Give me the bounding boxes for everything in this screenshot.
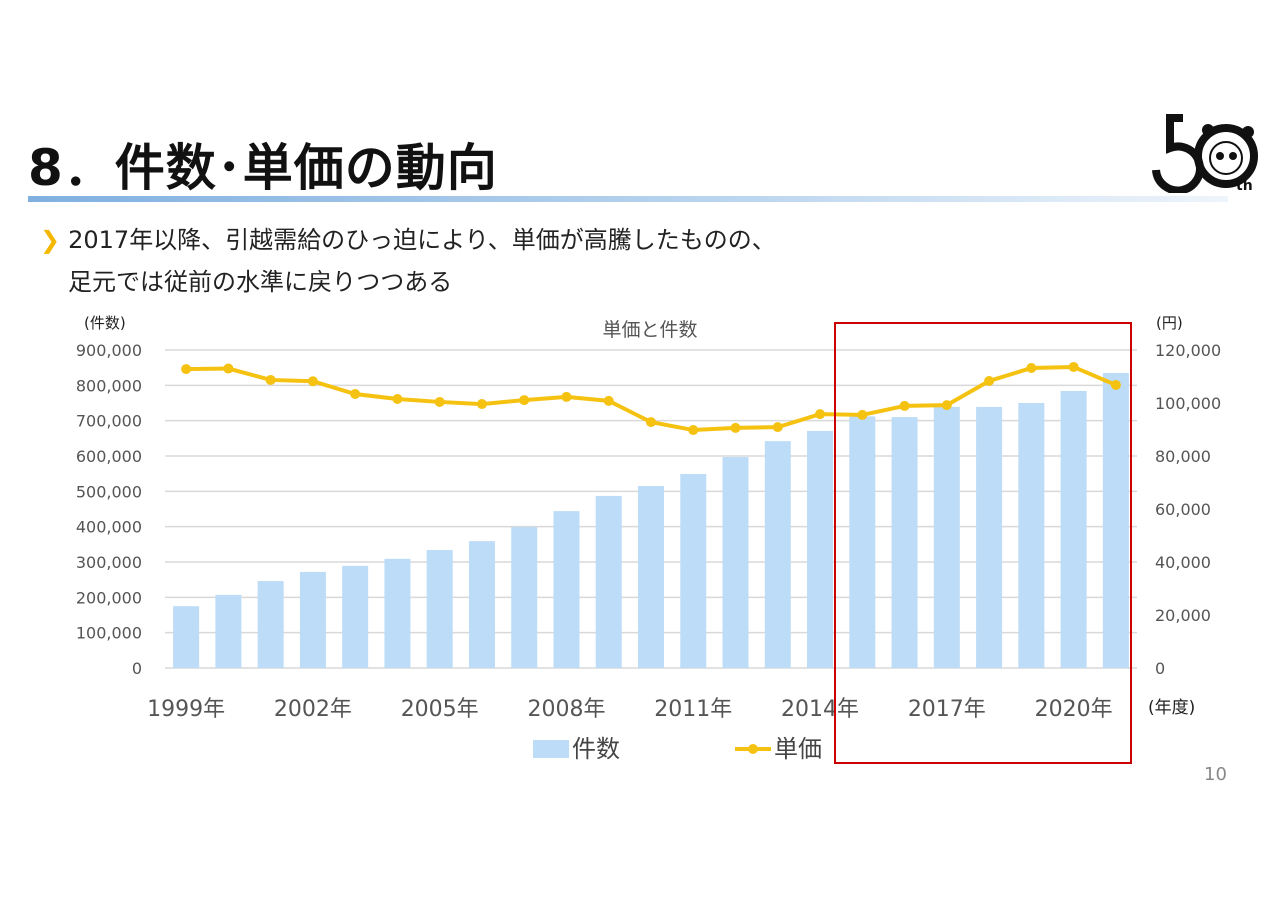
bar-2006 <box>468 541 495 668</box>
x-tick: 2011年 <box>654 697 732 722</box>
point-2004 <box>392 394 403 405</box>
y-left-tick: 100,000 <box>76 624 142 643</box>
bar-2000 <box>215 594 242 668</box>
point-2003 <box>350 388 361 399</box>
bar-2011 <box>680 474 707 668</box>
point-2001 <box>265 374 276 385</box>
title-underline <box>28 196 1228 202</box>
point-2005 <box>434 396 445 407</box>
point-2008 <box>561 391 572 402</box>
bar-2003 <box>342 565 369 668</box>
y-right-tick: 20,000 <box>1155 606 1211 625</box>
y-left-tick: 300,000 <box>76 553 142 572</box>
bar-2010 <box>638 486 664 668</box>
x-tick: 1999年 <box>147 697 225 722</box>
y-right-tick: 120,000 <box>1155 341 1221 360</box>
point-2017 <box>941 400 952 411</box>
y-left-tick: 800,000 <box>76 376 142 395</box>
bar-2020 <box>1060 390 1087 668</box>
x-tick: 2020年 <box>1035 697 1113 722</box>
y-left-tick: 400,000 <box>76 518 142 537</box>
y-left-tick: 700,000 <box>76 412 142 431</box>
y-right-tick: 80,000 <box>1155 447 1211 466</box>
bar-2012 <box>722 457 749 668</box>
point-2006 <box>476 399 487 410</box>
y-right-tick: 100,000 <box>1155 394 1221 413</box>
point-2011 <box>688 425 699 436</box>
point-2019 <box>1026 363 1037 374</box>
bar-2013 <box>764 441 791 668</box>
point-2000 <box>223 363 234 374</box>
y-left-tick: 600,000 <box>76 447 142 466</box>
point-2021 <box>1110 379 1121 390</box>
point-2002 <box>307 376 318 387</box>
point-1999 <box>181 364 192 375</box>
point-2007 <box>519 395 530 406</box>
bar-2014 <box>807 430 834 668</box>
x-tick: 2005年 <box>401 697 479 722</box>
point-2015 <box>857 409 868 420</box>
y-left-tick: 0 <box>132 659 142 678</box>
point-2018 <box>984 376 995 387</box>
point-2020 <box>1068 361 1079 372</box>
bar-2015 <box>849 416 876 668</box>
legend-bar-label: 件数 <box>572 735 620 763</box>
legend-bar-swatch <box>533 740 569 758</box>
bar-2005 <box>426 549 453 668</box>
y-right-tick: 40,000 <box>1155 553 1211 572</box>
y-right-tick: 60,000 <box>1155 500 1211 519</box>
legend-line-marker <box>748 744 758 754</box>
bar-2007 <box>511 527 538 668</box>
point-2010 <box>646 417 656 428</box>
bar-2002 <box>299 571 326 668</box>
x-axis-label: (年度) <box>1148 698 1195 718</box>
slide-title: 8．件数･単価の動向 <box>28 139 498 197</box>
50th-logo: th <box>1152 114 1258 193</box>
chevron-right-icon: ❯ <box>40 226 61 254</box>
page-number: 10 <box>1204 764 1227 785</box>
x-tick: 2017年 <box>908 697 986 722</box>
point-2016 <box>899 400 910 411</box>
point-2014 <box>815 409 826 420</box>
bullet-text-1: 2017年以降、引越需給のひっ迫により、単価が高騰したものの、 <box>68 226 776 254</box>
bar-2019 <box>1018 403 1045 668</box>
svg-text:th: th <box>1236 178 1253 193</box>
bar-2008 <box>553 511 580 668</box>
chart-title: 単価と件数 <box>602 319 697 341</box>
right-axis-label: (円) <box>1156 314 1183 332</box>
x-tick: 2002年 <box>274 697 352 722</box>
bar-2017 <box>933 406 960 668</box>
bar-2016 <box>891 417 918 668</box>
bar-2004 <box>384 558 411 668</box>
point-2013 <box>772 422 783 433</box>
y-right-tick: 0 <box>1155 659 1165 678</box>
legend-line-label: 単価 <box>774 735 822 763</box>
point-2012 <box>730 422 741 433</box>
bullet-line-2: 足元では従前の水準に戻りつつある <box>68 268 453 296</box>
bar-1999 <box>173 606 200 668</box>
y-left-tick: 900,000 <box>76 341 142 360</box>
bar-2009 <box>595 495 622 668</box>
x-tick: 2008年 <box>527 697 605 722</box>
point-2009 <box>603 395 614 406</box>
bar-2021 <box>1102 372 1129 668</box>
y-left-tick: 200,000 <box>76 588 142 607</box>
x-tick: 2014年 <box>781 697 859 722</box>
bar-2018 <box>976 406 1003 668</box>
highlight-box <box>834 322 1132 764</box>
y-left-tick: 500,000 <box>76 482 142 501</box>
bullet-line-1: ❯ 2017年以降、引越需給のひっ迫により、単価が高騰したものの、 <box>40 220 776 255</box>
left-axis-label: (件数) <box>84 314 126 332</box>
bar-2001 <box>257 581 284 668</box>
